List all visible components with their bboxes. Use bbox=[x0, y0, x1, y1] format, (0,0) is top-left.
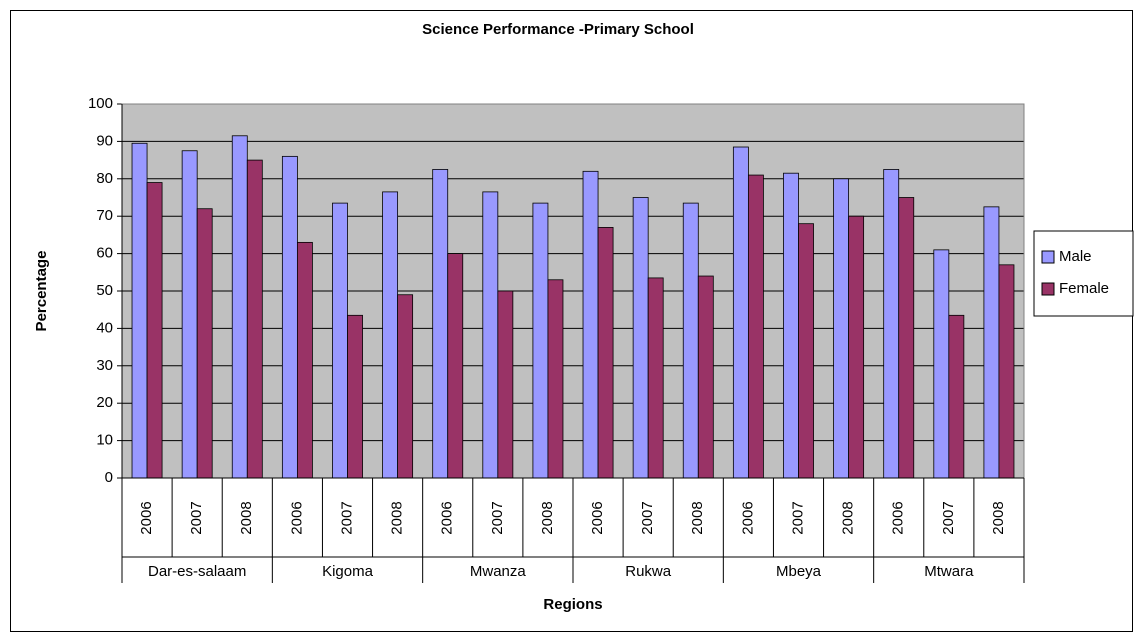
x-tick-label: 2008 bbox=[840, 501, 857, 534]
x-tick-label: 2007 bbox=[188, 501, 205, 534]
y-tick-label: 40 bbox=[96, 319, 113, 336]
y-tick-label: 10 bbox=[96, 432, 113, 449]
bar bbox=[632, 197, 649, 479]
bar bbox=[933, 249, 950, 479]
x-axis-title: Regions bbox=[543, 596, 602, 613]
bar bbox=[983, 206, 1000, 479]
bar bbox=[898, 197, 915, 479]
legend-box bbox=[1033, 230, 1134, 317]
bar bbox=[296, 241, 313, 479]
bar bbox=[798, 223, 814, 479]
bar bbox=[181, 150, 198, 479]
bar bbox=[246, 159, 263, 479]
bar bbox=[883, 169, 900, 479]
x-tick-label: 2006 bbox=[288, 501, 305, 534]
chart-title: Science Performance -Primary School bbox=[422, 21, 694, 38]
group-label: Mwanza bbox=[470, 563, 527, 580]
x-tick-label: 2008 bbox=[389, 501, 406, 534]
legend-swatch bbox=[1041, 282, 1055, 296]
bar bbox=[397, 294, 414, 479]
bar bbox=[833, 178, 850, 479]
bar bbox=[783, 172, 799, 479]
bar bbox=[848, 215, 865, 479]
bar bbox=[231, 135, 248, 479]
legend-swatch bbox=[1041, 250, 1055, 264]
bar bbox=[347, 314, 363, 479]
bar bbox=[281, 155, 298, 479]
bar bbox=[998, 264, 1015, 479]
x-tick-label: 2006 bbox=[138, 501, 155, 534]
y-tick-label: 90 bbox=[96, 132, 113, 149]
y-tick-label: 80 bbox=[96, 170, 113, 187]
x-tick-label: 2007 bbox=[639, 501, 656, 534]
group-label: Dar-es-salaam bbox=[148, 563, 246, 580]
bar bbox=[196, 208, 213, 479]
y-tick-label: 20 bbox=[96, 394, 113, 411]
x-tick-label: 2008 bbox=[990, 501, 1007, 534]
x-tick-label: 2007 bbox=[789, 501, 806, 534]
bar bbox=[647, 277, 664, 479]
group-label: Mbeya bbox=[776, 563, 822, 580]
bar bbox=[547, 279, 564, 479]
legend-label: Male bbox=[1059, 248, 1092, 265]
group-label: Rukwa bbox=[625, 563, 672, 580]
bar bbox=[447, 253, 464, 479]
bar bbox=[582, 170, 599, 479]
y-tick-label: 0 bbox=[105, 469, 113, 486]
x-tick-label: 2008 bbox=[689, 501, 706, 534]
legend-label: Female bbox=[1059, 280, 1109, 297]
bar bbox=[482, 191, 499, 479]
x-tick-label: 2007 bbox=[338, 501, 355, 534]
bar bbox=[747, 174, 764, 479]
x-tick-label: 2006 bbox=[739, 501, 756, 534]
x-tick-label: 2008 bbox=[539, 501, 556, 534]
bar bbox=[597, 227, 614, 479]
bar bbox=[732, 146, 749, 479]
y-tick-label: 60 bbox=[96, 245, 113, 262]
bar bbox=[146, 182, 163, 479]
x-tick-label: 2008 bbox=[238, 501, 255, 534]
y-tick-label: 50 bbox=[96, 282, 113, 299]
y-tick-label: 100 bbox=[88, 95, 113, 112]
group-label: Kigoma bbox=[322, 563, 374, 580]
y-tick-label: 30 bbox=[96, 357, 113, 374]
bar bbox=[382, 191, 399, 479]
x-tick-label: 2007 bbox=[940, 501, 957, 534]
bar bbox=[497, 290, 514, 479]
group-label: Mtwara bbox=[924, 563, 974, 580]
x-tick-label: 2006 bbox=[890, 501, 907, 534]
x-tick-label: 2006 bbox=[439, 501, 456, 534]
x-tick-label: 2006 bbox=[589, 501, 606, 534]
bar bbox=[332, 202, 348, 479]
bar bbox=[532, 202, 549, 479]
bar bbox=[432, 169, 449, 479]
x-tick-label: 2007 bbox=[489, 501, 506, 534]
y-tick-label: 70 bbox=[96, 207, 113, 224]
bar bbox=[131, 142, 148, 479]
bar bbox=[948, 314, 965, 479]
bar bbox=[682, 202, 699, 479]
bar bbox=[697, 275, 714, 479]
y-axis-title: Percentage bbox=[33, 251, 50, 332]
